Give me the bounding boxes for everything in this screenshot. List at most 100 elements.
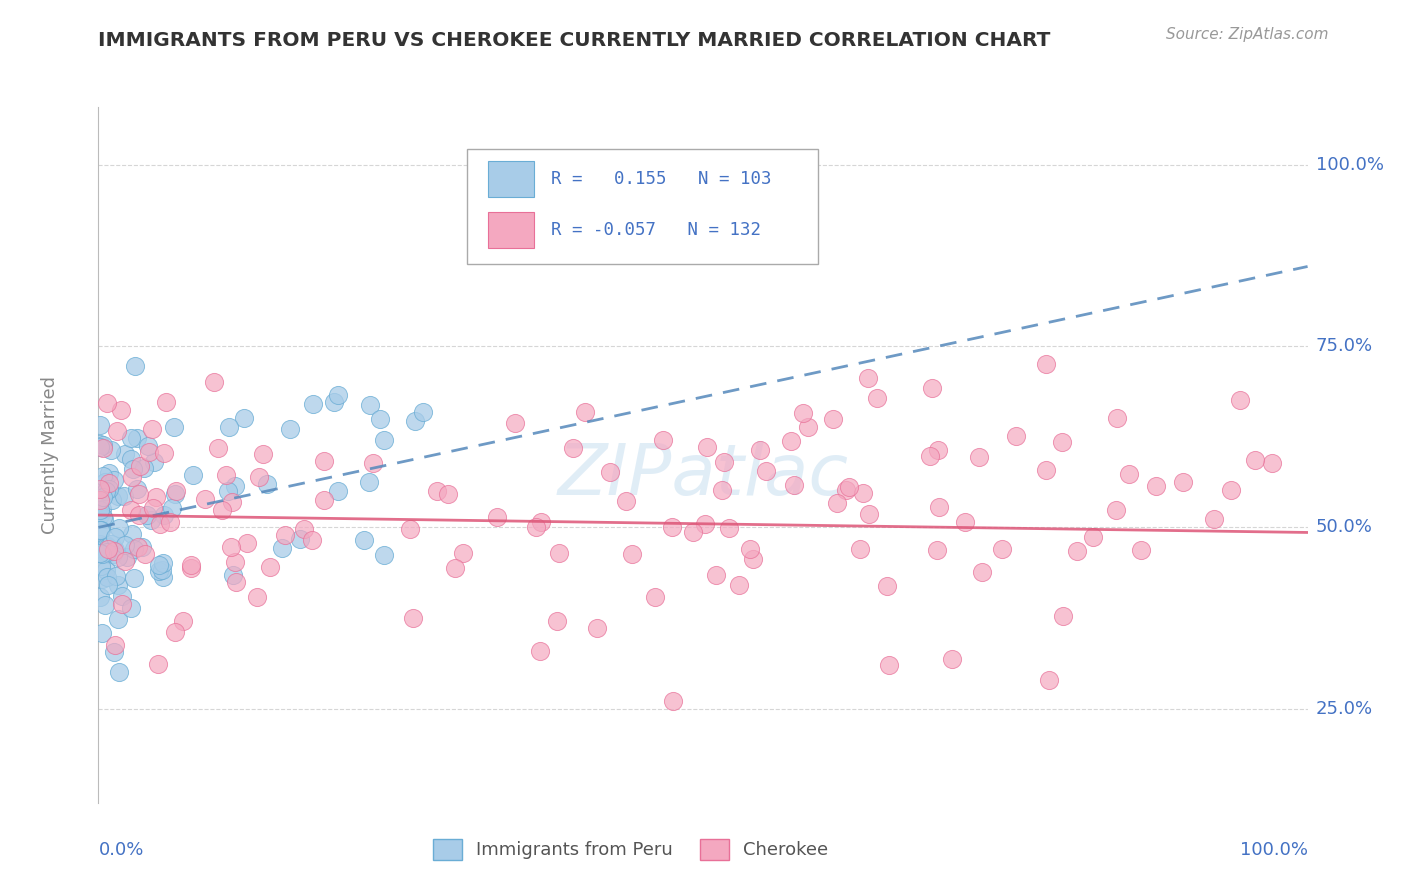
Point [838,480,860,494]
Point [851,486,873,500]
Point [100,442,122,457]
Text: Source: ZipAtlas.com: Source: ZipAtlas.com [1166,27,1329,42]
Point [112,489,135,503]
Point [621,547,644,561]
Point [225,575,247,590]
Point [138,444,160,458]
Point [941,651,963,665]
Point [224,479,246,493]
Point [121,526,143,541]
Point [783,477,806,491]
Point [96,544,118,558]
Point [1005,429,1028,443]
Point [207,441,229,455]
Point [89,523,111,537]
Point [107,611,129,625]
Point [1171,475,1194,490]
Point [91,477,114,491]
Point [661,520,683,534]
Point [1066,544,1088,558]
Point [89,493,111,508]
Point [146,657,169,671]
Point [134,461,156,475]
Point [224,555,246,569]
Point [107,520,129,534]
Point [614,493,637,508]
Point [107,549,129,564]
Point [1229,392,1251,407]
Point [89,437,111,451]
Point [97,540,120,554]
Point [247,470,270,484]
Point [740,542,762,557]
Point [145,490,167,504]
Point [967,450,990,465]
Point [217,483,239,498]
Point [849,541,872,556]
Point [1118,467,1140,481]
Point [89,503,111,517]
Point [96,563,118,577]
Point [921,381,943,395]
Point [696,440,718,454]
Point [150,563,173,577]
Point [599,465,621,479]
Legend: Immigrants from Peru, Cherokee: Immigrants from Peru, Cherokee [426,831,835,867]
Point [858,507,880,521]
Point [797,419,820,434]
Point [1104,502,1126,516]
Point [246,590,269,604]
Point [233,410,256,425]
Point [486,509,509,524]
Point [89,537,111,551]
Text: Currently Married: Currently Married [41,376,59,534]
Point [1144,479,1167,493]
Point [89,508,111,522]
Point [153,508,176,522]
Point [710,483,733,497]
Point [104,530,127,544]
Point [103,543,125,558]
Point [111,597,134,611]
Point [312,492,335,507]
Point [547,546,569,560]
Point [792,406,814,420]
Point [866,391,889,405]
Point [193,491,215,506]
Point [148,558,170,572]
Point [131,541,153,555]
Point [122,570,145,584]
Point [252,447,274,461]
Point [89,482,111,496]
Point [94,547,117,561]
Point [163,420,186,434]
Point [94,598,117,612]
Text: R = -0.057   N = 132: R = -0.057 N = 132 [551,221,761,239]
Point [153,446,176,460]
Point [97,476,120,491]
Point [91,438,114,452]
Point [955,516,977,530]
Point [402,611,425,625]
Point [172,614,194,628]
Text: 100.0%: 100.0% [1240,841,1308,859]
Point [1105,411,1128,425]
Text: IMMIGRANTS FROM PERU VS CHEROKEE CURRENTLY MARRIED CORRELATION CHART: IMMIGRANTS FROM PERU VS CHEROKEE CURRENT… [98,31,1050,50]
Point [93,512,115,526]
Point [222,568,245,582]
Point [91,491,114,505]
Point [256,476,278,491]
Point [148,565,170,579]
Point [97,466,120,480]
Point [218,419,240,434]
Point [94,484,117,499]
Point [704,567,727,582]
Point [404,414,426,428]
Point [211,503,233,517]
Point [104,638,127,652]
Point [991,541,1014,556]
Point [120,601,142,615]
Point [114,446,136,460]
Point [359,398,381,412]
Point [136,508,159,522]
